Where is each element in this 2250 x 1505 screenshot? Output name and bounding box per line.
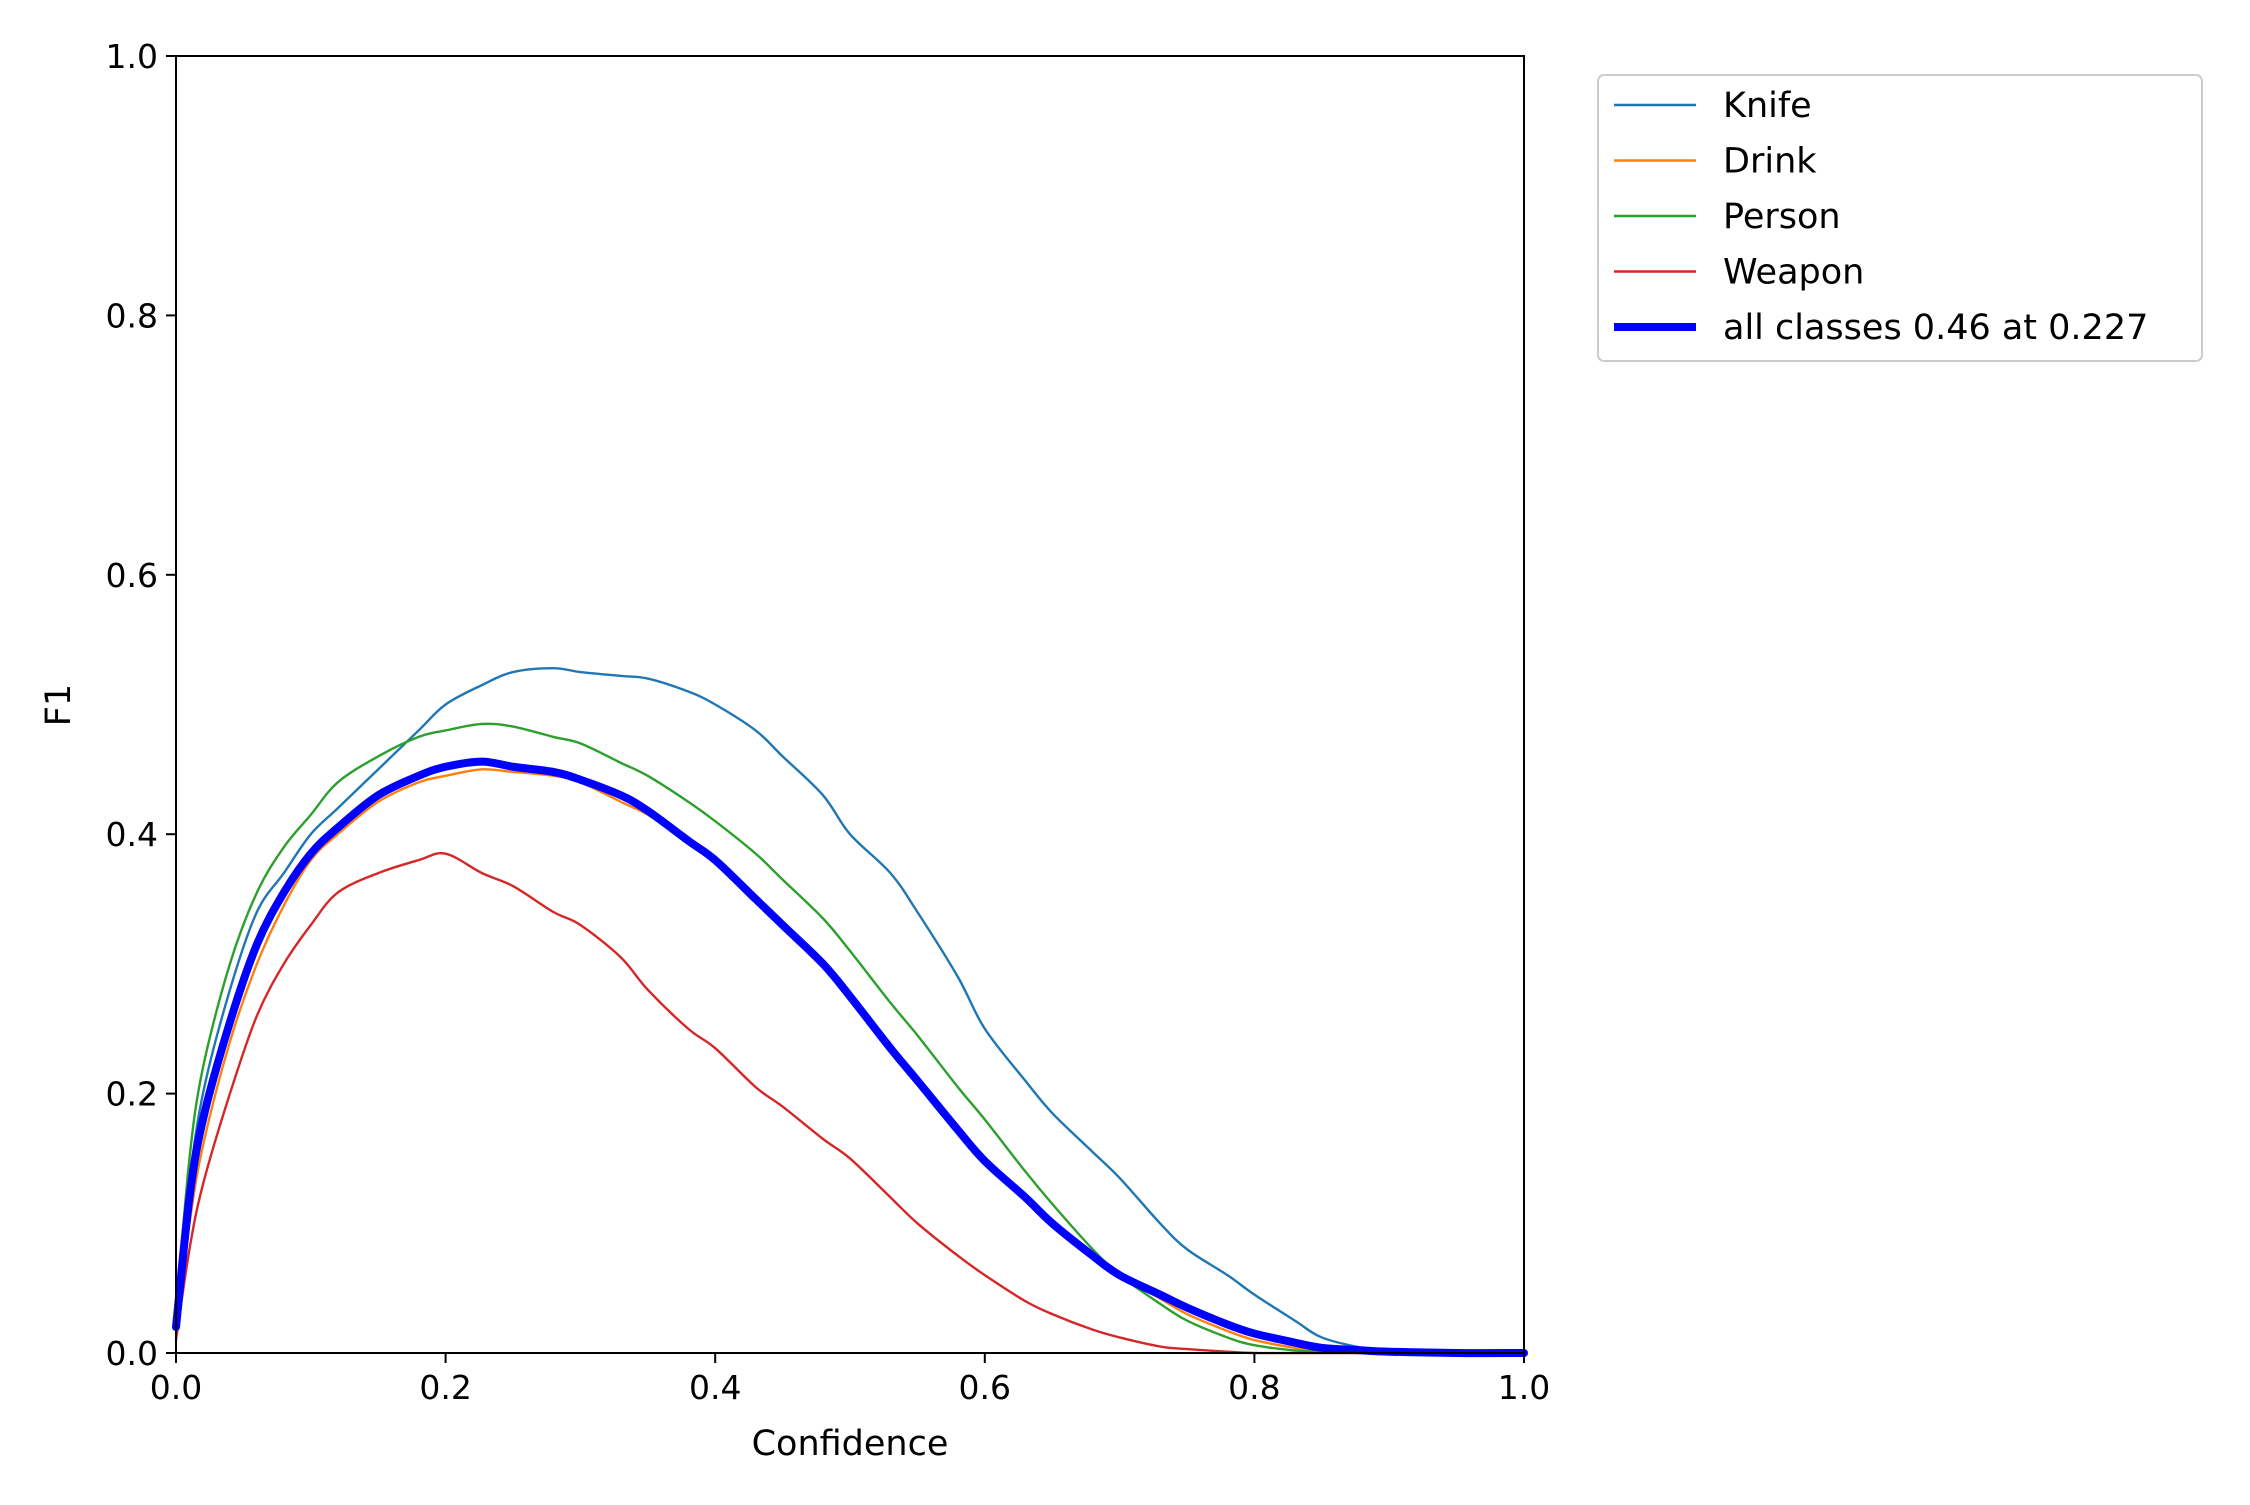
series-line-knife	[174, 666, 1526, 1355]
x-tick-label: 0.8	[1228, 1368, 1280, 1407]
legend-label-knife: Knife	[1723, 86, 1812, 126]
x-tick-label: 0.6	[959, 1368, 1011, 1407]
legend: Knife Drink Person Weapon all classes 0.46 a…	[1597, 74, 2203, 362]
legend-box	[1597, 74, 2203, 362]
legend-label-drink: Drink	[1723, 142, 1817, 182]
series-line-person	[174, 722, 1526, 1355]
x-tick-label: 0.2	[419, 1368, 471, 1407]
y-axis-label: F1	[39, 684, 79, 726]
y-tick-label: 0.8	[106, 296, 158, 335]
legend-label-weapon: Weapon	[1723, 253, 1864, 293]
series-line-all-classes-0-46-at-0-227	[172, 757, 1528, 1358]
series-layer	[172, 666, 1528, 1358]
x-tick-label: 0.4	[689, 1368, 741, 1407]
y-tick-label: 0.2	[106, 1075, 158, 1114]
plot-frame	[175, 55, 1525, 1354]
y-tick-label: 0.6	[106, 556, 158, 595]
legend-label-person: Person	[1723, 197, 1841, 237]
y-tick-label: 1.0	[106, 37, 158, 76]
x-axis-label: Confidence	[752, 1424, 949, 1464]
y-tick-label: 0.4	[106, 815, 158, 854]
x-tick-label: 0.0	[150, 1368, 202, 1407]
y-axis: 0.0 0.2 0.4 0.6 0.8 1.0	[106, 37, 176, 1373]
legend-label-all-classes-0-46-at-0-227: all classes 0.46 at 0.227	[1723, 308, 2148, 348]
y-tick-label: 0.0	[106, 1334, 158, 1373]
x-tick-label: 1.0	[1498, 1368, 1550, 1407]
x-axis: 0.0 0.2 0.4 0.6 0.8 1.0	[150, 1353, 1550, 1407]
legend-entries: Knife Drink Person Weapon all classes 0.46 a…	[1614, 86, 2148, 348]
